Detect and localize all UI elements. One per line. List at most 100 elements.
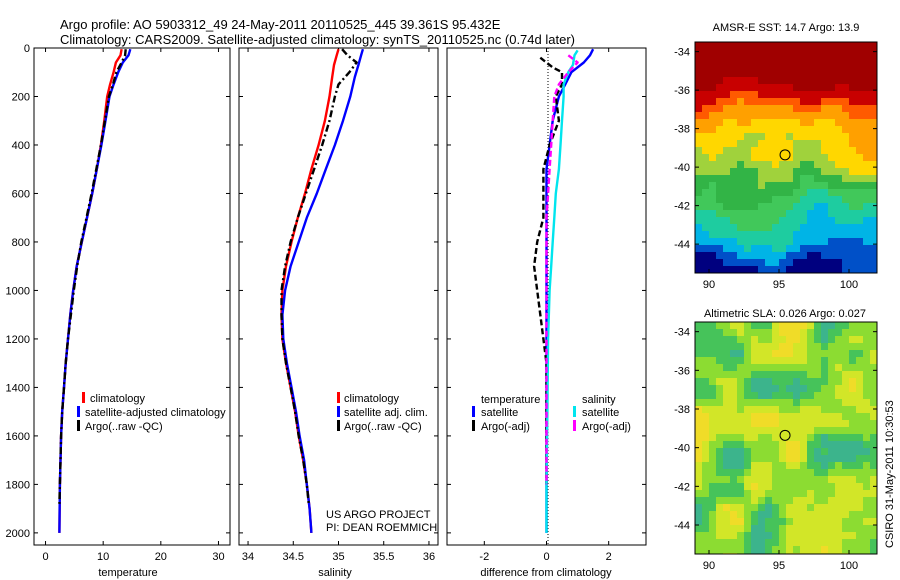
map-cell <box>793 175 801 183</box>
map-cell <box>702 490 710 498</box>
map-cell <box>800 427 808 435</box>
map-cell <box>856 469 864 477</box>
map-cell <box>856 371 864 379</box>
map-cell <box>695 476 703 484</box>
map-cell <box>814 133 822 141</box>
map-cell <box>716 378 724 386</box>
map-cell <box>786 441 794 449</box>
map-cell <box>772 399 780 407</box>
map-cell <box>702 189 710 197</box>
map-cell <box>835 154 843 162</box>
map-cell <box>751 511 759 519</box>
map-cell <box>765 497 773 505</box>
map-cell <box>786 91 794 99</box>
map-cell <box>709 441 717 449</box>
map-cell <box>765 434 773 442</box>
map-cell <box>716 84 724 92</box>
map-cell <box>870 56 878 64</box>
map-cell <box>723 441 731 449</box>
map-cell <box>716 259 724 267</box>
map-cell <box>856 147 864 155</box>
map-cell <box>723 525 731 533</box>
map-cell <box>772 392 780 400</box>
map-cell <box>716 455 724 463</box>
map-cell <box>716 217 724 225</box>
map-cell <box>772 133 780 141</box>
legend-header-temperature: temperature <box>481 394 540 406</box>
map-cell <box>828 196 836 204</box>
map-cell <box>772 546 780 554</box>
map-cell <box>772 259 780 267</box>
map-cell <box>744 77 752 85</box>
map-cell <box>751 203 759 211</box>
map-cell <box>744 378 752 386</box>
map-cell <box>702 378 710 386</box>
map-cell <box>702 140 710 148</box>
map-cell <box>807 364 815 372</box>
map-cell <box>758 546 766 554</box>
map-cell <box>800 364 808 372</box>
map-cell <box>863 259 871 267</box>
map-cell <box>723 357 731 365</box>
map-cell <box>744 182 752 190</box>
map-cell <box>730 210 738 218</box>
map-cell <box>870 140 878 148</box>
map-cell <box>779 532 787 540</box>
map-cell <box>758 147 766 155</box>
map-cell <box>821 147 829 155</box>
map-cell <box>842 259 850 267</box>
map-cell <box>870 182 878 190</box>
map-cell <box>849 126 857 134</box>
map-cell <box>765 385 773 393</box>
map-cell <box>723 161 731 169</box>
temperature-legend: climatology satellite-adjusted climatolo… <box>77 392 226 433</box>
map-cell <box>842 350 850 358</box>
map-cell <box>695 532 703 540</box>
map-cell <box>737 84 745 92</box>
map-cell <box>842 490 850 498</box>
map-cell <box>716 56 724 64</box>
map-cell <box>807 357 815 365</box>
x-tick-label: 0 <box>42 551 48 563</box>
map-cell <box>744 434 752 442</box>
map-cell <box>863 77 871 85</box>
map-cell <box>695 469 703 477</box>
map-cell <box>814 357 822 365</box>
map-cell <box>772 84 780 92</box>
map-cell <box>849 343 857 351</box>
map-cell <box>772 147 780 155</box>
map-cell <box>716 189 724 197</box>
map-cell <box>807 210 815 218</box>
map-cell <box>737 182 745 190</box>
map-cell <box>870 98 878 106</box>
map-cell <box>716 532 724 540</box>
map-cell <box>758 266 766 274</box>
map-cell <box>716 175 724 183</box>
map-cell <box>758 406 766 414</box>
map-cell <box>821 77 829 85</box>
map-cell <box>800 231 808 239</box>
map-cell <box>863 196 871 204</box>
map-cell <box>821 413 829 421</box>
map-cell <box>793 77 801 85</box>
map-cell <box>695 413 703 421</box>
map-cell <box>737 441 745 449</box>
map-cell <box>814 210 822 218</box>
map-cell <box>730 147 738 155</box>
map-cell <box>870 112 878 120</box>
map-cell <box>863 70 871 78</box>
map-cell <box>737 210 745 218</box>
map-cell <box>807 84 815 92</box>
map-cell <box>863 322 871 330</box>
map-cell <box>709 525 717 533</box>
map-cell <box>751 56 759 64</box>
map-cell <box>814 77 822 85</box>
map-cell <box>779 196 787 204</box>
map-cell <box>849 70 857 78</box>
map-cell <box>709 357 717 365</box>
map-cell <box>737 105 745 113</box>
map-cell <box>730 133 738 141</box>
x-tick-label: 90 <box>703 279 715 291</box>
map-cell <box>695 490 703 498</box>
map-cell <box>786 245 794 253</box>
